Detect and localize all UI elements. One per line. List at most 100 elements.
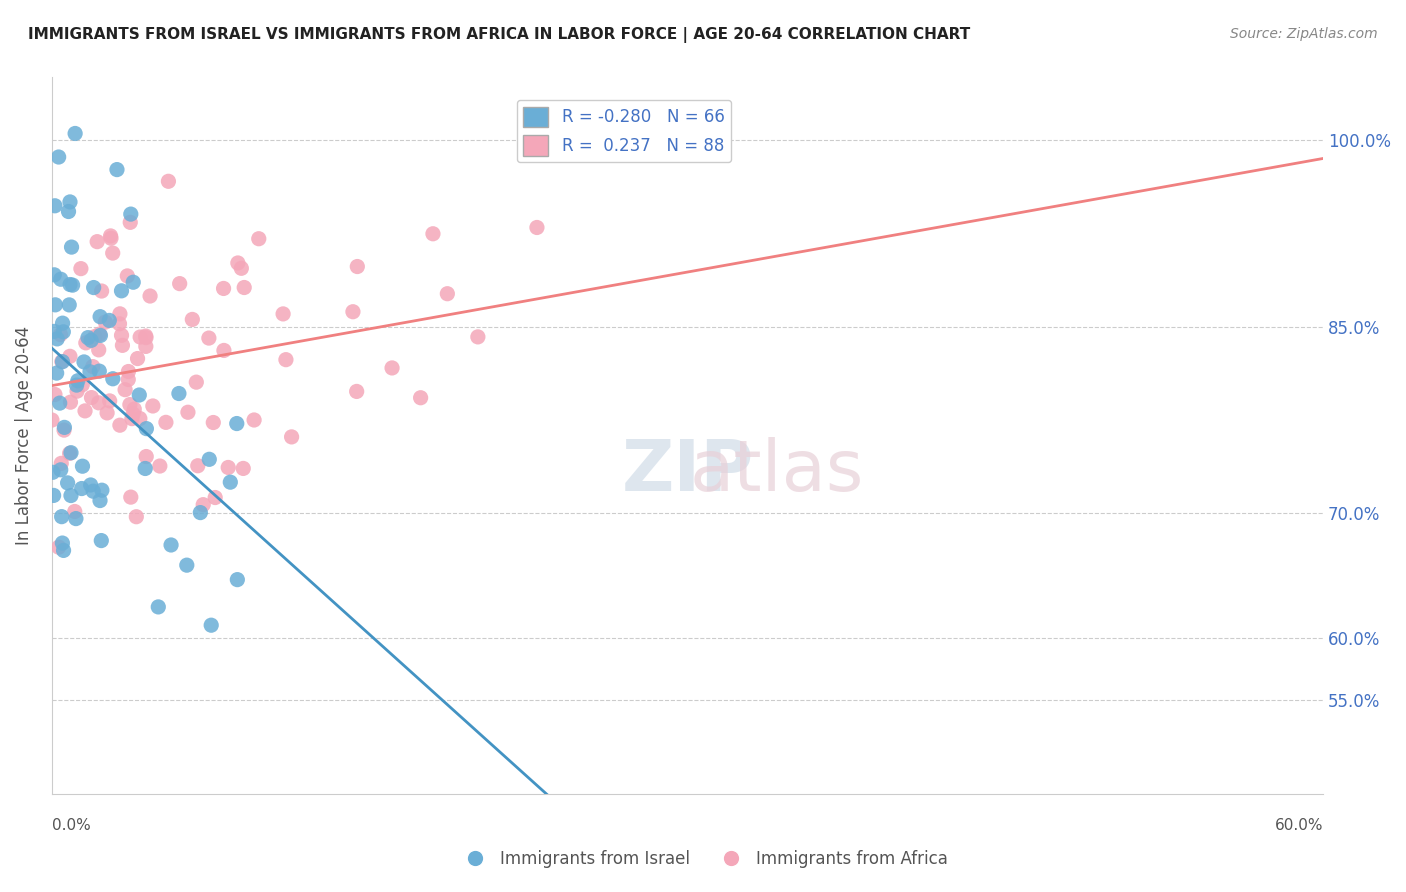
Africa <box>87 343 110 357</box>
Legend: R = -0.280   N = 66, R =  0.237   N = 88: R = -0.280 N = 66, R = 0.237 N = 88 <box>516 100 731 162</box>
Africa <box>212 343 235 358</box>
Africa <box>120 215 142 229</box>
Israel <box>48 150 70 164</box>
Israel <box>83 280 105 294</box>
Africa <box>59 349 82 363</box>
Israel <box>80 334 103 348</box>
Israel <box>59 277 82 292</box>
Africa <box>108 307 131 321</box>
Israel <box>70 482 93 496</box>
Africa <box>72 377 94 392</box>
Israel <box>51 536 73 550</box>
Africa <box>280 430 302 444</box>
Israel <box>110 284 132 298</box>
Israel <box>90 483 112 498</box>
Africa <box>70 261 93 276</box>
Israel <box>51 354 73 368</box>
Israel <box>167 386 190 401</box>
Africa <box>436 286 458 301</box>
Israel <box>101 372 124 386</box>
Africa <box>422 227 444 241</box>
Israel <box>65 511 87 525</box>
Israel <box>105 162 128 177</box>
Israel <box>42 465 65 479</box>
Africa <box>169 277 191 291</box>
Africa <box>75 335 97 350</box>
Africa <box>233 280 256 294</box>
Africa <box>110 328 132 343</box>
Y-axis label: In Labor Force | Age 20-64: In Labor Force | Age 20-64 <box>15 326 32 545</box>
Israel <box>44 325 66 339</box>
Israel <box>63 127 86 141</box>
Israel <box>98 313 121 327</box>
Africa <box>202 416 225 430</box>
Israel <box>226 573 249 587</box>
Israel <box>62 278 84 293</box>
Africa <box>212 281 235 295</box>
Israel <box>198 452 221 467</box>
Text: 60.0%: 60.0% <box>1275 819 1323 833</box>
Africa <box>82 359 104 374</box>
Africa <box>41 413 63 427</box>
Africa <box>155 415 177 429</box>
Africa <box>271 307 294 321</box>
Africa <box>122 407 145 421</box>
Israel <box>52 325 75 339</box>
Israel <box>59 194 82 209</box>
Africa <box>187 458 209 473</box>
Africa <box>226 256 249 270</box>
Africa <box>127 351 149 366</box>
Africa <box>526 220 548 235</box>
Africa <box>59 446 82 460</box>
Israel <box>82 484 104 499</box>
Africa <box>51 354 73 368</box>
Israel <box>44 298 66 312</box>
Africa <box>100 228 122 243</box>
Text: atlas: atlas <box>689 437 863 506</box>
Africa <box>48 540 70 554</box>
Africa <box>186 375 208 389</box>
Israel <box>89 493 111 508</box>
Africa <box>51 456 73 470</box>
Africa <box>381 360 404 375</box>
Africa <box>232 461 254 475</box>
Israel <box>60 240 83 254</box>
Israel <box>176 558 198 573</box>
Israel <box>89 364 111 378</box>
Israel <box>58 204 80 219</box>
Israel <box>219 475 242 490</box>
Israel <box>51 509 73 524</box>
Africa <box>122 402 145 417</box>
Africa <box>59 395 82 409</box>
Israel <box>52 543 75 558</box>
Israel <box>53 420 76 434</box>
Africa <box>117 365 139 379</box>
Text: ZIP: ZIP <box>621 437 754 506</box>
Africa <box>98 393 121 408</box>
Africa <box>274 352 297 367</box>
Africa <box>346 260 368 274</box>
Africa <box>409 391 432 405</box>
Africa <box>346 384 368 399</box>
Africa <box>121 411 143 425</box>
Israel <box>49 272 72 286</box>
Africa <box>96 406 118 420</box>
Africa <box>181 312 204 326</box>
Africa <box>193 498 215 512</box>
Africa <box>217 460 239 475</box>
Israel <box>134 461 156 475</box>
Africa <box>63 504 86 518</box>
Africa <box>90 284 112 298</box>
Israel <box>135 422 157 436</box>
Israel <box>45 366 67 380</box>
Africa <box>125 509 148 524</box>
Israel <box>49 463 72 477</box>
Israel <box>44 199 66 213</box>
Africa <box>49 327 72 342</box>
Africa <box>94 315 117 329</box>
Africa <box>89 326 111 341</box>
Text: 0.0%: 0.0% <box>52 819 90 833</box>
Africa <box>135 450 157 464</box>
Israel <box>120 207 142 221</box>
Israel <box>89 328 111 343</box>
